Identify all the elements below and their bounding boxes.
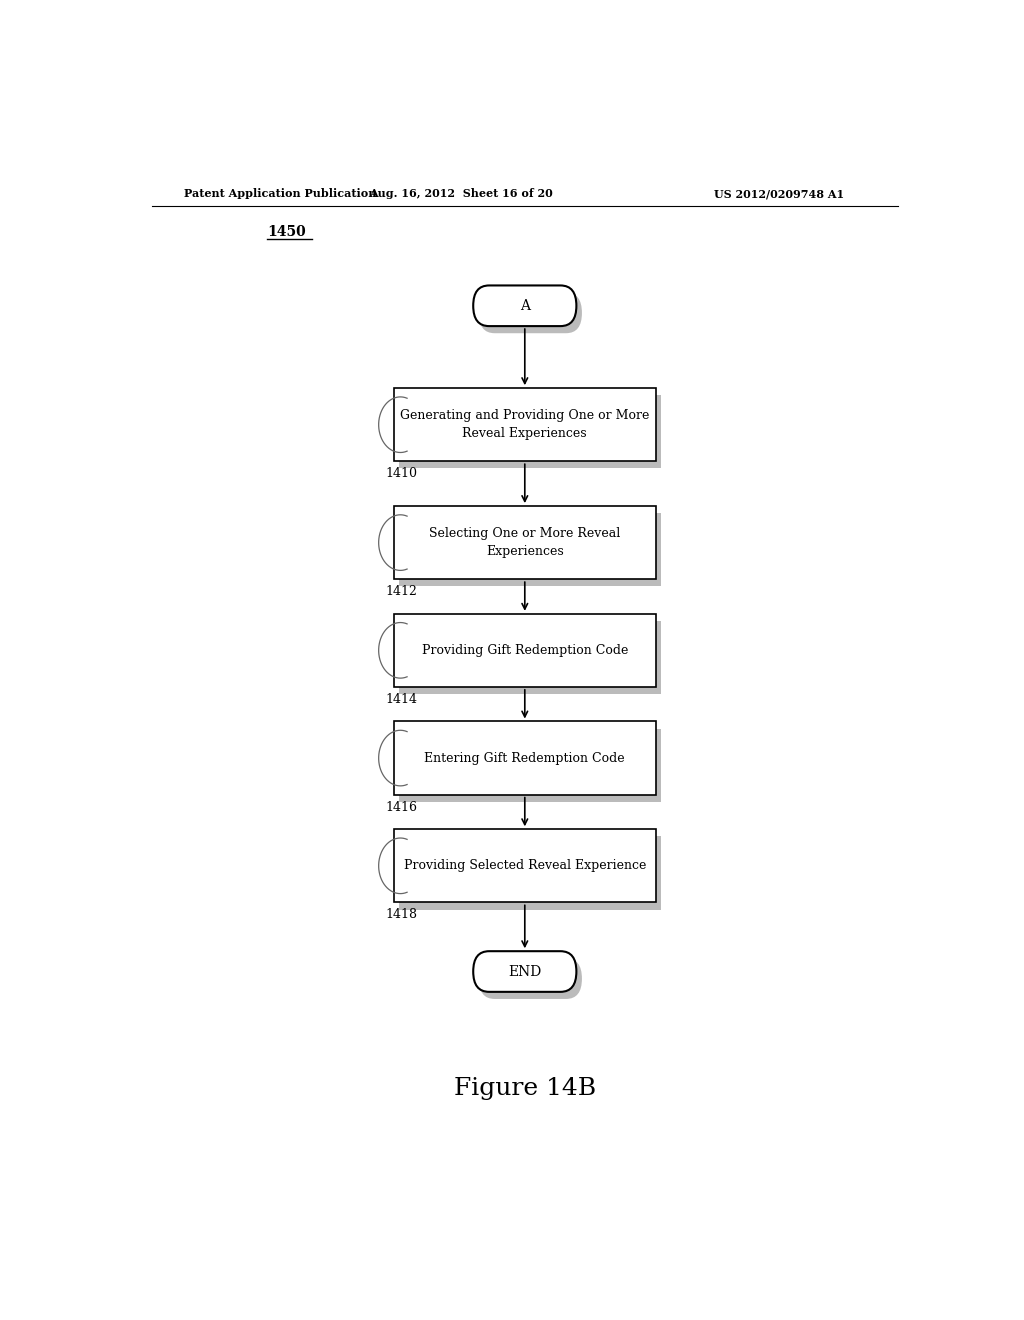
Text: Aug. 16, 2012  Sheet 16 of 20: Aug. 16, 2012 Sheet 16 of 20 [370,189,553,199]
Text: Providing Gift Redemption Code: Providing Gift Redemption Code [422,644,628,657]
Text: Entering Gift Redemption Code: Entering Gift Redemption Code [425,751,625,764]
FancyBboxPatch shape [399,620,662,694]
FancyBboxPatch shape [399,729,662,801]
FancyBboxPatch shape [394,388,655,461]
FancyBboxPatch shape [394,829,655,903]
Text: Patent Application Publication: Patent Application Publication [183,189,376,199]
FancyBboxPatch shape [399,395,662,469]
FancyBboxPatch shape [399,513,662,586]
Text: 1412: 1412 [386,585,418,598]
Text: 1416: 1416 [386,800,418,813]
Text: 1450: 1450 [267,224,305,239]
FancyBboxPatch shape [473,952,577,991]
FancyBboxPatch shape [399,837,662,909]
Text: Providing Selected Reveal Experience: Providing Selected Reveal Experience [403,859,646,873]
Text: 1414: 1414 [386,693,418,706]
FancyBboxPatch shape [394,722,655,795]
Text: A: A [520,298,529,313]
FancyBboxPatch shape [473,285,577,326]
FancyBboxPatch shape [479,958,582,999]
Text: Generating and Providing One or More
Reveal Experiences: Generating and Providing One or More Rev… [400,409,649,440]
Text: US 2012/0209748 A1: US 2012/0209748 A1 [714,189,844,199]
FancyBboxPatch shape [394,614,655,686]
Text: Selecting One or More Reveal
Experiences: Selecting One or More Reveal Experiences [429,527,621,558]
FancyBboxPatch shape [394,506,655,579]
Text: 1418: 1418 [386,908,418,921]
Text: END: END [508,965,542,978]
FancyBboxPatch shape [479,293,582,333]
Text: Figure 14B: Figure 14B [454,1077,596,1100]
Text: 1410: 1410 [386,467,418,480]
